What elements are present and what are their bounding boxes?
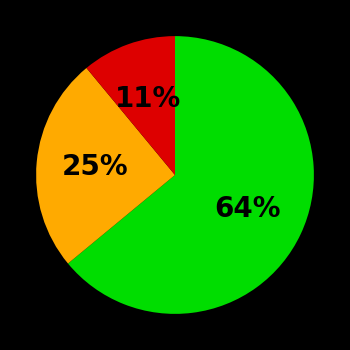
Text: 11%: 11% <box>114 85 181 113</box>
Wedge shape <box>68 36 314 314</box>
Text: 25%: 25% <box>62 153 128 181</box>
Wedge shape <box>86 36 175 175</box>
Wedge shape <box>36 68 175 264</box>
Text: 64%: 64% <box>215 195 281 223</box>
